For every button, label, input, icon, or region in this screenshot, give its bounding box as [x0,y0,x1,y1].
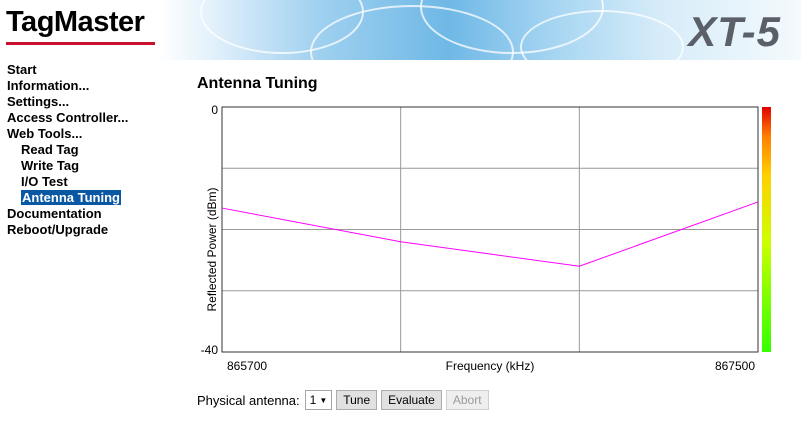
nav-item-label: Information... [7,78,90,93]
nav-item-antenna-tuning[interactable]: Antenna Tuning [7,190,187,206]
y-tick-label: -40 [201,343,219,357]
antenna-tuning-chart: 0 -40 865700 867500 Frequency (kHz) Reflected… [195,104,795,379]
nav-item-write-tag[interactable]: Write Tag [7,158,187,174]
evaluate-button[interactable]: Evaluate [381,390,442,410]
header-banner-image [160,0,801,60]
y-axis-label: Reflected Power (dBm) [205,187,219,311]
page-title: Antenna Tuning [197,75,318,92]
nav-item-start[interactable]: Start [7,62,187,78]
chart-svg: 0 -40 865700 867500 Frequency (kHz) Reflected… [201,104,771,373]
nav-item-web-tools[interactable]: Web Tools... [7,126,187,142]
model-name: XT-5 [688,8,781,55]
nav-item-label: I/O Test [21,174,68,189]
x-tick-label: 865700 [227,359,267,373]
dropdown-arrow-icon: ▼ [319,395,328,405]
nav-item-label: Antenna Tuning [21,190,121,205]
nav-item-label: Documentation [7,206,102,221]
physical-antenna-value: 1 [309,393,317,407]
sidebar-nav: Start Information... Settings... Access Con… [7,62,187,238]
nav-item-access-controller[interactable]: Access Controller... [7,110,187,126]
physical-antenna-label: Physical antenna: [197,392,300,408]
logo-underline [6,42,155,45]
nav-item-label: Web Tools... [7,126,83,141]
nav-item-documentation[interactable]: Documentation [7,206,187,222]
physical-antenna-select[interactable]: 1 ▼ [304,390,333,410]
tagmaster-logo: TagMaster [6,6,145,38]
nav-item-information[interactable]: Information... [7,78,187,94]
nav-item-label: Read Tag [21,142,79,157]
x-axis-label: Frequency (kHz) [446,359,535,373]
y-tick-label: 0 [211,104,218,117]
header: TagMaster XT-5 [0,0,801,60]
nav-item-label: Write Tag [21,158,80,173]
nav-item-read-tag[interactable]: Read Tag [7,142,187,158]
plot-frame [221,106,759,353]
nav-item-settings[interactable]: Settings... [7,94,187,110]
nav-item-i-o-test[interactable]: I/O Test [7,174,187,190]
tuning-controls: Physical antenna: 1 ▼ Tune Evaluate Abor… [197,389,493,411]
nav-item-label: Access Controller... [7,110,129,125]
nav-item-label: Start [7,62,37,77]
series-line [221,201,759,267]
nav-item-label: Settings... [7,94,70,109]
nav-item-label: Reboot/Upgrade [7,222,109,237]
color-scale-bar [762,107,771,352]
abort-button[interactable]: Abort [445,390,489,410]
tune-button[interactable]: Tune [336,390,378,410]
nav-item-reboot-upgrade[interactable]: Reboot/Upgrade [7,222,187,238]
x-tick-label: 867500 [715,359,755,373]
